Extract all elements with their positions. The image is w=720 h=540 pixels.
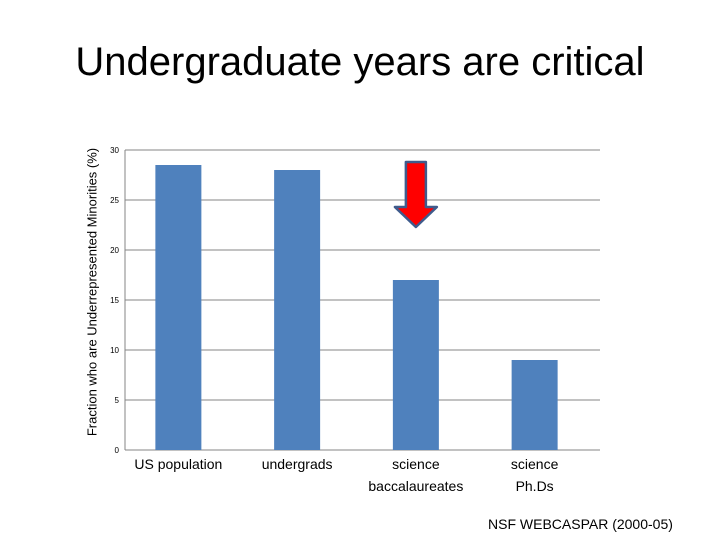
y-tick-label: 0	[115, 446, 120, 455]
bar-science-baccalaureates	[392, 280, 439, 450]
down-arrow-icon	[393, 160, 439, 229]
y-tick-label: 10	[110, 346, 119, 355]
bar-us-population	[155, 165, 202, 450]
bar-undergrads	[274, 170, 321, 450]
bars	[155, 165, 558, 450]
category-label: science	[392, 456, 440, 472]
y-tick-label: 30	[110, 146, 119, 155]
annotations	[393, 160, 439, 229]
y-tick-label: 25	[110, 196, 119, 205]
category-label: undergrads	[262, 456, 333, 472]
y-tick-label: 20	[110, 246, 119, 255]
category-label: US population	[134, 456, 222, 472]
gridlines	[124, 149, 600, 451]
slide-title: Undergraduate years are critical	[75, 40, 645, 84]
category-label: Ph.Ds	[516, 478, 554, 494]
y-tick-label: 15	[110, 296, 119, 305]
y-tick-label: 5	[115, 396, 120, 405]
source-note: NSF WEBCASPAR (2000-05)	[488, 516, 673, 532]
y-tick-labels: 0 5 10 15 20 25 30	[110, 146, 119, 455]
category-labels: US population undergrads science baccalaure…	[134, 456, 558, 494]
category-label: baccalaureates	[368, 478, 463, 494]
bar-science-ph-ds	[511, 360, 558, 450]
category-label: science	[511, 456, 559, 472]
